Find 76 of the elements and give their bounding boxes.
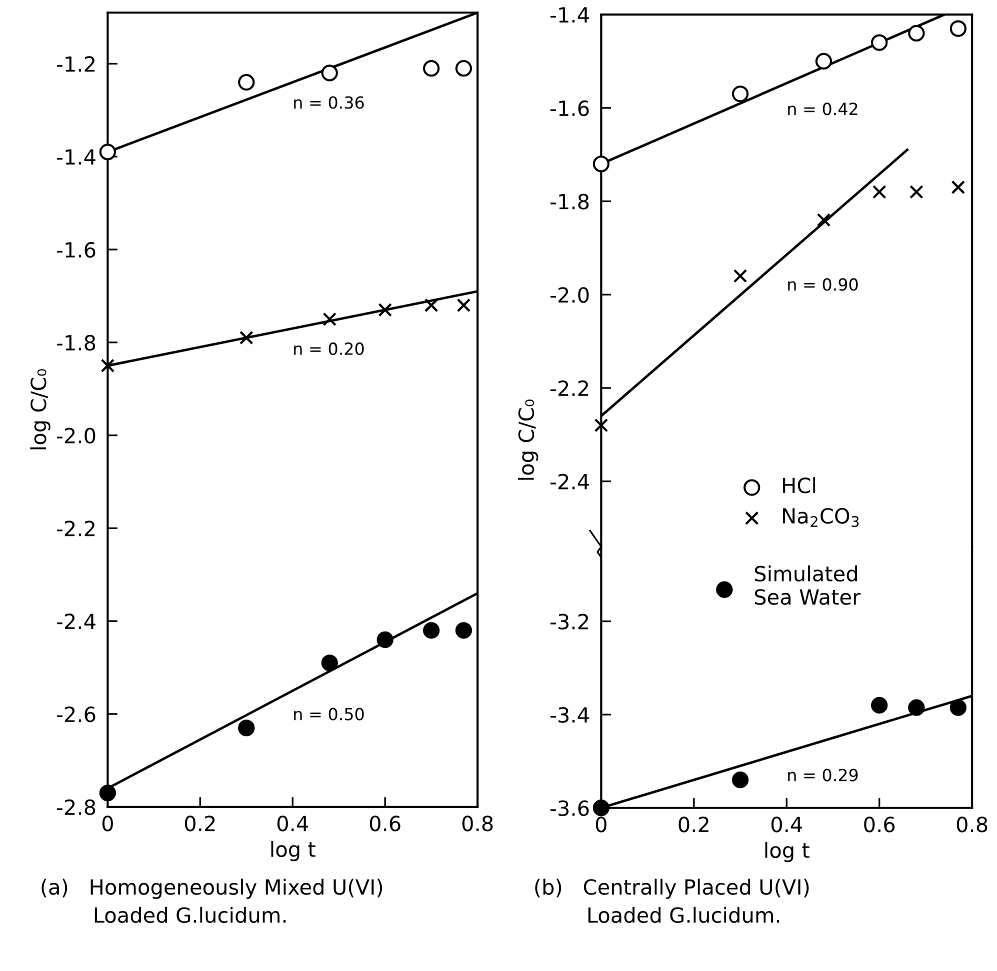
x-tick-label: 0.4 [277, 816, 308, 832]
text: (a) Homogeneously Mixed U(VI) Loaded G.lucidum. [42, 878, 382, 923]
point [950, 20, 966, 37]
annotation: n = 0.50 [294, 708, 364, 720]
annotation: n = 0.36 [294, 96, 364, 109]
x-axis-title: log t [271, 840, 316, 862]
annotation: n = 0.42 [788, 102, 858, 116]
y-tick-label: -2.0 [56, 428, 96, 444]
point [455, 60, 472, 77]
y-tick-label: -2.2 [550, 380, 588, 396]
annotation: n = 0.20 [294, 342, 364, 356]
point [872, 185, 886, 199]
y-tick-label: -3.4 [550, 707, 589, 723]
point [424, 298, 438, 312]
y-tick-label: -3.2 [550, 614, 588, 630]
x-axis-title: log t [765, 842, 810, 862]
point [951, 180, 966, 194]
point [910, 185, 924, 199]
x-tick-label: 0.6 [370, 816, 400, 832]
y-tick-label: -1.6 [550, 100, 589, 116]
point [423, 622, 440, 639]
point [908, 24, 925, 42]
y-tick-label: -1.4 [550, 7, 589, 22]
point [732, 86, 749, 102]
y-tick-label: -1.4 [56, 149, 96, 165]
point [455, 622, 472, 639]
y-tick-label: -2.4 [550, 474, 589, 490]
legend-label: Na$_{2}$CO$_{3}$ [783, 508, 859, 528]
point [908, 699, 925, 716]
y-tick-label: -1.6 [56, 242, 96, 258]
point [321, 64, 338, 82]
x-tick-label: 0 [102, 816, 113, 832]
point [322, 312, 337, 326]
point [815, 52, 832, 70]
y-tick-label: -1.8 [550, 194, 589, 210]
point [732, 772, 749, 788]
annotation: n = 0.29 [788, 768, 858, 782]
point [238, 74, 255, 91]
point [239, 330, 254, 345]
point [238, 720, 255, 736]
y-tick-label: -3.6 [550, 800, 589, 816]
x-tick-label: 0 [596, 816, 606, 832]
y-tick-label: -1.2 [56, 56, 94, 72]
point [100, 358, 115, 373]
point [592, 156, 610, 172]
y-tick-label: -2.6 [56, 706, 96, 722]
point [871, 34, 888, 51]
annotation: n = 0.90 [788, 278, 858, 291]
y-tick-label: -2.2 [56, 520, 94, 536]
point [378, 302, 392, 317]
y-axis-title: log C/C₀ [518, 400, 538, 480]
x-tick-label: 0.6 [864, 816, 895, 832]
point [594, 418, 608, 432]
point [816, 213, 831, 227]
point [871, 696, 888, 714]
point [321, 654, 338, 672]
x-tick-label: 0.2 [184, 816, 215, 832]
point [950, 699, 966, 716]
y-tick-label: -2.4 [56, 614, 96, 630]
text: (b) Centrally Placed U(VI) Loaded G.lucidum. [535, 878, 809, 923]
point [99, 144, 116, 160]
point [376, 631, 394, 648]
x-tick-label: 0.2 [678, 816, 708, 832]
x-tick-label: 0.4 [771, 816, 802, 832]
y-tick-label: -2.0 [550, 287, 589, 303]
legend-label: Simulated Sea Water [754, 565, 861, 605]
point [99, 784, 116, 802]
point [423, 60, 440, 77]
x-tick-label: 0.8 [956, 816, 988, 832]
y-tick-label: -2.8 [56, 799, 96, 816]
x-tick-label: 0.8 [462, 816, 493, 832]
y-axis-title: log C/C₀ [30, 369, 50, 450]
y-tick-label: -1.8 [56, 334, 96, 351]
legend-label: HCl [783, 477, 816, 494]
point [733, 269, 748, 283]
point [456, 298, 471, 312]
